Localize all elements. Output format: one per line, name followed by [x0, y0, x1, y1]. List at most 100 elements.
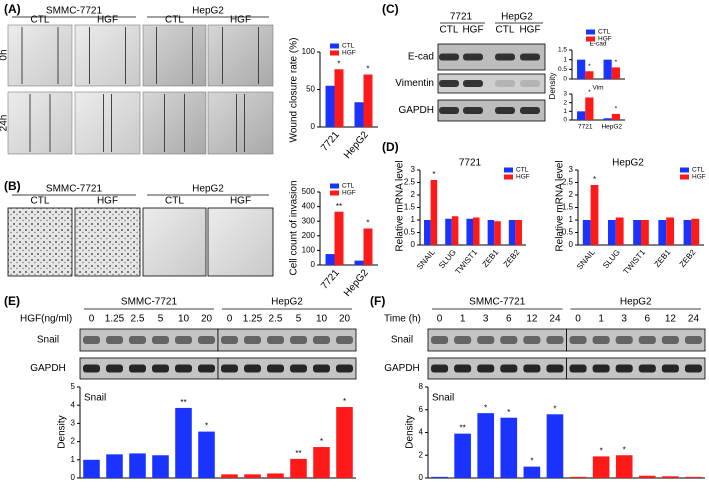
significance: * [366, 219, 369, 228]
group-header: HepG2 [620, 297, 652, 308]
micrograph [7, 24, 73, 87]
bar [477, 413, 495, 478]
group-header: SMMC-7721 [469, 297, 526, 308]
blot-band [684, 364, 702, 373]
lane-label: 0 [437, 314, 443, 325]
group-header: SMMC-7721 [46, 184, 103, 195]
y-tick-label: 2.5 [562, 178, 574, 187]
lane-label: 6 [506, 314, 512, 325]
bar [129, 453, 146, 478]
lane-label: 20 [201, 314, 213, 325]
blot-row-label: E-cad [408, 52, 434, 63]
lane-label: 24 [549, 314, 561, 325]
x-tick-label: SLUG [601, 248, 622, 270]
blot-band [661, 336, 679, 344]
significance: * [507, 408, 510, 417]
legend-swatch [330, 43, 339, 49]
bar [658, 220, 667, 245]
bar [430, 180, 438, 245]
bar [363, 74, 373, 127]
blot-band [106, 336, 123, 344]
bar [577, 111, 586, 120]
y-axis-label: Density [548, 73, 557, 100]
blot-band [546, 336, 564, 344]
legend-label: HGF [342, 190, 356, 197]
y-tick-label: 4 [419, 428, 424, 437]
blot-row-label: GAPDH [384, 363, 420, 374]
significance: ** [180, 398, 186, 407]
blot-band [463, 53, 483, 61]
legend-label: HGF [342, 50, 356, 57]
blot-band [439, 80, 459, 87]
bar [290, 458, 307, 478]
blot [437, 99, 546, 122]
bar [313, 447, 330, 478]
bar [106, 454, 123, 478]
blot-band [267, 364, 284, 373]
x-tick-label: TWIST1 [453, 247, 479, 276]
lane-label: CTL [440, 25, 459, 36]
blot-band [520, 53, 540, 61]
micrograph [142, 91, 207, 155]
bar [691, 218, 700, 245]
blot-band [592, 336, 610, 344]
blot-band [129, 336, 146, 344]
blot-band [615, 336, 633, 344]
bar [244, 474, 261, 478]
blot-band [477, 336, 495, 344]
micrograph [207, 207, 274, 277]
micrograph [142, 24, 207, 87]
blot-band [638, 364, 656, 373]
legend-label: CTL [342, 43, 355, 50]
blot-band [546, 364, 564, 373]
blot-band [152, 364, 169, 373]
y-axis-label: Relative mRNA level [555, 160, 566, 251]
blot-band [244, 336, 261, 344]
blot-band [221, 364, 238, 373]
y-tick-label: 0.5 [558, 66, 567, 73]
lane-label: CTL [496, 25, 515, 36]
y-tick-label: 500 [302, 187, 316, 196]
significance: * [366, 65, 369, 74]
group-header: HepG2 [192, 6, 224, 17]
blot-band [244, 364, 261, 373]
blot-band [661, 364, 679, 373]
micrograph [207, 24, 274, 87]
lane-label: 12 [526, 314, 538, 325]
x-tick-label: ZEB2 [502, 247, 522, 269]
blot-band [520, 107, 540, 114]
blot-row-label: GAPDH [398, 105, 434, 116]
bar [175, 407, 192, 478]
x-tick-label: 7721 [319, 129, 342, 153]
legend-label: HGF [692, 174, 706, 181]
x-tick-label: HepG2 [342, 267, 371, 299]
blot-band [454, 364, 472, 373]
lane-label: 12 [665, 314, 677, 325]
significance: * [588, 89, 591, 96]
bar [641, 220, 649, 245]
group-header: HepG2 [271, 297, 303, 308]
y-tick-label: 1.5 [404, 203, 416, 212]
bar [590, 185, 599, 245]
x-tick-label: HepG2 [601, 124, 622, 131]
significance: ** [460, 424, 466, 433]
blot-row-label: Snail [37, 335, 59, 346]
blot-band [152, 336, 169, 344]
bar [508, 220, 516, 245]
panel-label: (E) [4, 294, 20, 308]
x-tick-label: SNAIL [575, 247, 597, 271]
bar [523, 466, 541, 478]
micrograph [7, 207, 73, 277]
y-tick-label: 6 [419, 405, 424, 414]
bar [445, 218, 452, 245]
bar [363, 228, 373, 265]
group-header: SMMC-7721 [46, 6, 103, 17]
blot [217, 328, 357, 352]
lane-label: HGF [462, 25, 483, 36]
bar [662, 476, 679, 478]
lane-label: 5 [158, 314, 164, 325]
bar [683, 220, 692, 245]
lane-label: CTL [165, 15, 184, 26]
x-tick-label: ZEB2 [678, 247, 698, 269]
y-axis-label: Wound closure rate (%) [289, 38, 300, 143]
